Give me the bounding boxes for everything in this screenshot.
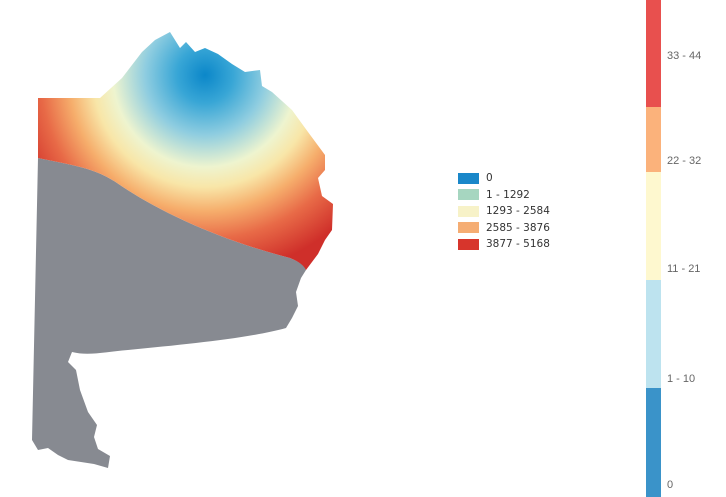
heat-region bbox=[38, 32, 333, 270]
scale-segment bbox=[646, 280, 661, 388]
legend-label: 1293 - 2584 bbox=[486, 205, 550, 218]
map-legend: 0 1 - 1292 1293 - 2584 2585 - 3876 3877 … bbox=[458, 170, 550, 253]
color-scale-bar bbox=[646, 0, 661, 497]
legend-swatch bbox=[458, 172, 479, 184]
legend-item: 3877 - 5168 bbox=[458, 236, 550, 253]
legend-item: 1293 - 2584 bbox=[458, 203, 550, 220]
scale-label: 1 - 10 bbox=[667, 373, 696, 385]
legend-item: 2585 - 3876 bbox=[458, 220, 550, 237]
scale-segment bbox=[646, 107, 661, 172]
scale-segment bbox=[646, 0, 661, 107]
legend-item: 0 bbox=[458, 170, 550, 187]
scale-label: 22 - 32 bbox=[667, 155, 702, 167]
legend-label: 3877 - 5168 bbox=[486, 238, 550, 251]
scale-segment bbox=[646, 388, 661, 497]
scale-label: 11 - 21 bbox=[667, 263, 701, 275]
legend-item: 1 - 1292 bbox=[458, 187, 550, 204]
legend-swatch bbox=[458, 222, 479, 234]
south-region bbox=[32, 158, 306, 468]
scale-label: 33 - 44 bbox=[667, 50, 702, 62]
legend-label: 2585 - 3876 bbox=[486, 221, 550, 234]
legend-swatch bbox=[458, 238, 479, 250]
legend-label: 1 - 1292 bbox=[486, 188, 530, 201]
legend-label: 0 bbox=[486, 172, 493, 185]
scale-segment bbox=[646, 172, 661, 280]
legend-swatch bbox=[458, 189, 479, 201]
legend-swatch bbox=[458, 205, 479, 217]
scale-label: 0 bbox=[667, 479, 674, 491]
